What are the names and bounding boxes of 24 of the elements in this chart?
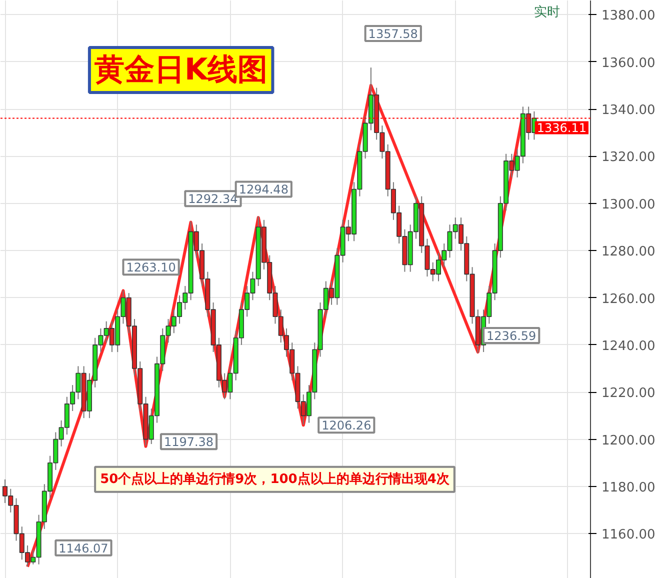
y-tick-label: 1240.00 xyxy=(602,338,656,354)
annotation: 1294.48 xyxy=(238,182,288,197)
annotation: 1146.07 xyxy=(58,541,108,556)
y-tick-label: 1160.00 xyxy=(602,528,656,543)
annotation: 实时 xyxy=(534,5,560,20)
annotation: 1292.34 xyxy=(188,192,238,206)
y-tick-label: 1260.00 xyxy=(602,292,656,307)
annotation: 1197.38 xyxy=(164,435,214,450)
annotation: 1263.10 xyxy=(126,260,176,275)
y-tick-label: 1320.00 xyxy=(602,150,656,166)
y-tick-label: 1280.00 xyxy=(602,244,656,260)
text: 黄金日K线图 xyxy=(94,52,268,88)
annotation: 1206.26 xyxy=(322,418,372,433)
y-tick-label: 1360.00 xyxy=(602,56,656,71)
y-tick-label: 1200.00 xyxy=(602,433,656,448)
y-tick-label: 1220.00 xyxy=(602,386,656,402)
annotation: 1236.59 xyxy=(486,329,536,344)
y-tick-label: 1180.00 xyxy=(602,480,656,496)
y-tick-label: 1380.00 xyxy=(602,8,656,24)
annotation: 1357.58 xyxy=(368,27,418,42)
ref-line-label: 1336.11 xyxy=(536,121,586,136)
annotation: 50个点以上的单边行情9次，100点以上的单边行情出现4次 xyxy=(100,470,450,487)
y-tick-label: 1340.00 xyxy=(602,103,656,118)
y-tick-label: 1300.00 xyxy=(602,197,656,212)
